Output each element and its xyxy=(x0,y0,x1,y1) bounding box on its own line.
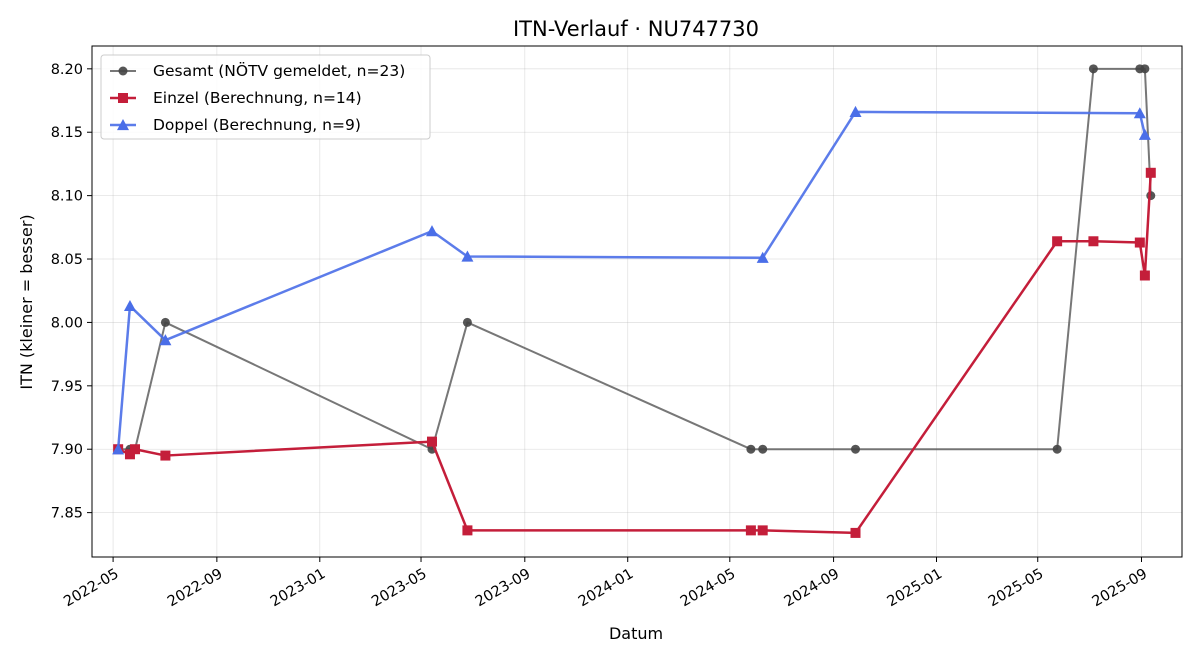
data-point xyxy=(124,449,135,460)
data-point xyxy=(849,105,862,118)
data-point xyxy=(1133,107,1146,119)
series-line xyxy=(118,67,1152,451)
data-point xyxy=(745,525,756,536)
legend-entry: Doppel (Berechnung, n=9) xyxy=(110,116,361,134)
data-point xyxy=(160,450,171,461)
data-point xyxy=(425,225,438,237)
x-tick-label: 2023-09 xyxy=(473,566,533,610)
series-layer xyxy=(112,64,1156,538)
data-point xyxy=(160,317,170,327)
legend-label: Doppel (Berechnung, n=9) xyxy=(153,116,361,134)
x-axis-label: Datum xyxy=(609,624,663,643)
plot-frame xyxy=(91,45,1183,558)
data-point xyxy=(461,250,474,262)
x-tick-label: 2025-09 xyxy=(1090,566,1150,610)
series-doppel xyxy=(112,105,1151,455)
data-point xyxy=(1138,128,1151,140)
legend-marker xyxy=(117,119,129,131)
data-point xyxy=(746,444,756,454)
legend-entry: Einzel (Berechnung, n=14) xyxy=(110,89,362,107)
x-tick-label: 2022-05 xyxy=(61,566,121,610)
legend-label: Gesamt (NÖTV gemeldet, n=23) xyxy=(153,61,405,80)
y-axis-label: ITN (kleiner = besser) xyxy=(17,214,36,389)
data-point xyxy=(851,444,861,454)
x-tick-label: 2022-09 xyxy=(165,566,225,610)
series-line xyxy=(116,110,1147,450)
x-tick-label: 2025-05 xyxy=(986,566,1046,610)
legend-box xyxy=(100,54,431,140)
data-point xyxy=(756,251,769,263)
y-tick-label: 7.95 xyxy=(51,379,83,395)
data-point xyxy=(1088,64,1098,74)
data-point xyxy=(462,317,472,327)
y-tick-label: 8.05 xyxy=(51,252,83,268)
legend-label: Einzel (Berechnung, n=14) xyxy=(153,89,362,107)
data-point xyxy=(1139,270,1150,281)
chart-title: ITN-Verlauf · NU747730 xyxy=(513,17,759,41)
data-point xyxy=(159,334,172,346)
data-point xyxy=(1052,444,1062,454)
legend: Gesamt (NÖTV gemeldet, n=23) Einzel (Bere… xyxy=(100,54,431,140)
series-line xyxy=(117,172,1153,535)
y-tick-label: 8.00 xyxy=(51,315,83,331)
x-tick-label: 2024-01 xyxy=(576,566,636,610)
y-tick-label: 7.90 xyxy=(51,442,83,458)
legend-marker xyxy=(118,66,128,76)
data-point xyxy=(1145,167,1156,178)
data-point xyxy=(1088,236,1099,247)
x-tick-label: 2023-01 xyxy=(268,566,328,610)
data-point xyxy=(1052,236,1063,247)
x-tick-label: 2024-05 xyxy=(678,566,738,610)
y-tick-label: 7.85 xyxy=(51,506,83,522)
data-point xyxy=(757,525,768,536)
legend-marker xyxy=(118,93,128,103)
y-tick-label: 8.20 xyxy=(51,62,83,78)
series-einzel xyxy=(113,167,1156,538)
x-tick-label: 2023-05 xyxy=(369,566,429,610)
legend-entry: Gesamt (NÖTV gemeldet, n=23) xyxy=(110,61,405,80)
data-point xyxy=(426,436,437,447)
data-point xyxy=(462,525,473,536)
data-point xyxy=(1134,237,1145,248)
data-point xyxy=(850,527,861,538)
data-point xyxy=(130,444,141,455)
data-point xyxy=(1140,64,1150,74)
axis-layer: 7.85 7.90 7.95 8.00 8.05 8.10 8.15 8.20 2022-05 2… xyxy=(51,62,1150,610)
y-tick-label: 8.10 xyxy=(51,189,83,205)
data-point xyxy=(758,444,768,454)
data-point xyxy=(123,299,136,312)
x-tick-label: 2024-09 xyxy=(782,566,842,610)
y-tick-label: 8.15 xyxy=(51,125,83,141)
data-point xyxy=(112,443,125,455)
x-tick-label: 2025-01 xyxy=(885,566,945,610)
